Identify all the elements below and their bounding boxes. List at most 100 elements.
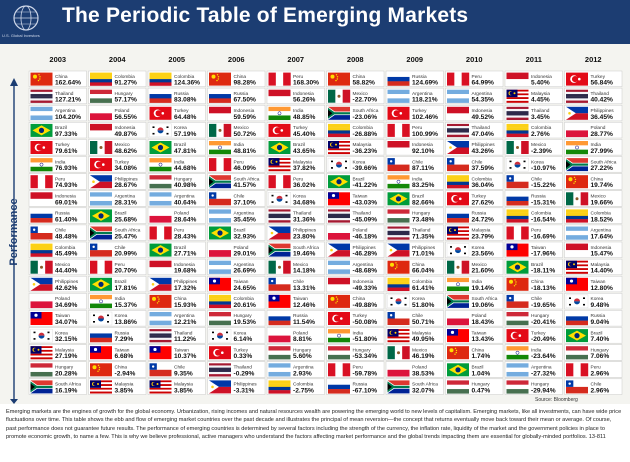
- country-name: Thailand: [293, 211, 312, 217]
- return-value: -39.66%: [353, 165, 378, 172]
- return-value: 4.45%: [531, 97, 550, 104]
- return-value: 100.99%: [412, 131, 438, 138]
- country-name: Mexico: [55, 262, 71, 268]
- return-value: 34.07%: [55, 319, 78, 326]
- country-name: Argentina: [472, 91, 493, 97]
- flag-korea-icon: [387, 294, 410, 309]
- country-name: Chile: [412, 159, 423, 165]
- country-name: China: [591, 176, 604, 182]
- country-name: Mexico: [234, 125, 250, 131]
- country-name: Korea: [293, 194, 306, 200]
- table-cell: Taiwan-43.03%: [326, 190, 385, 207]
- table-cell: Mexico-2.39%: [504, 139, 563, 156]
- return-value: -18.13%: [531, 285, 556, 292]
- performance-axis-label: Performance: [8, 198, 20, 266]
- return-value: 3.45%: [531, 114, 550, 121]
- country-name: Malaysia: [472, 228, 491, 234]
- performance-arrow-up: [10, 78, 18, 86]
- flag-indonesia-icon: [90, 123, 112, 138]
- country-name: Brazil: [353, 176, 365, 182]
- return-value: 28.43%: [174, 234, 197, 241]
- country-name: Brazil: [55, 125, 67, 131]
- return-value: 48.48%: [55, 234, 78, 241]
- flag-poland-icon: [447, 312, 469, 326]
- country-name: India: [55, 159, 66, 165]
- flag-brazil-icon: [90, 277, 112, 291]
- table-cell: Taiwan-17.96%: [504, 241, 563, 258]
- country-name: Chile: [591, 382, 602, 388]
- country-name: Philippines: [353, 245, 377, 251]
- page-title: The Periodic Table of Emerging Markets: [62, 4, 469, 27]
- return-value: 28.67%: [115, 182, 138, 189]
- country-name: Colombia: [412, 279, 433, 285]
- flag-china-icon: [566, 175, 588, 189]
- table-cell: Hungary-29.94%: [504, 378, 563, 395]
- return-value: -48.68%: [353, 268, 378, 275]
- return-value: 48.62%: [115, 148, 138, 155]
- country-name: Malaysia: [174, 382, 193, 388]
- return-value: -15.31%: [531, 199, 556, 206]
- return-value: 57.19%: [174, 131, 197, 138]
- country-name: Brazil: [472, 365, 484, 371]
- country-name: Malaysia: [591, 262, 610, 268]
- return-value: 36.45%: [591, 114, 614, 121]
- flag-hungary-icon: [387, 209, 410, 223]
- country-name: Indonesia: [412, 142, 433, 148]
- return-value: 34.69%: [55, 302, 78, 309]
- flag-colombia-icon: [30, 243, 53, 257]
- country-name: Argentina: [293, 365, 314, 371]
- return-value: 74.93%: [55, 182, 78, 189]
- country-name: India: [412, 176, 423, 182]
- flag-philippines-icon: [90, 175, 112, 189]
- return-value: 24.72%: [472, 216, 495, 223]
- country-name: Peru: [55, 176, 65, 182]
- return-value: -59.78%: [353, 370, 378, 377]
- flag-hungary-icon: [506, 312, 529, 326]
- country-name: Malaysia: [115, 382, 134, 388]
- country-name: Brazil: [174, 142, 186, 148]
- country-name: Thailand: [353, 211, 372, 217]
- flag-indonesia-icon: [209, 106, 231, 120]
- country-name: Korea: [234, 330, 247, 336]
- table-cell: Mexico-22.70%: [326, 87, 385, 105]
- return-value: 57.17%: [115, 97, 138, 104]
- return-value: -46.18%: [353, 234, 378, 241]
- return-value: 44.40%: [55, 268, 78, 275]
- country-name: Philippines: [591, 108, 615, 114]
- flag-malaysia-icon: [268, 158, 291, 172]
- flag-turkey-icon: [566, 72, 588, 86]
- return-value: -49.88%: [353, 302, 378, 309]
- country-name: Taiwan: [531, 245, 546, 251]
- return-value: 49.52%: [472, 114, 495, 121]
- country-name: Turkey: [412, 108, 427, 114]
- return-value: 13.31%: [293, 285, 316, 292]
- flag-russia-icon: [506, 192, 529, 206]
- country-name: Chile: [174, 365, 185, 371]
- return-value: 168.30%: [293, 80, 319, 87]
- country-name: South Africa: [234, 176, 260, 182]
- return-value: 47.81%: [174, 148, 197, 155]
- flag-colombia-icon: [90, 72, 112, 86]
- flag-brazil-icon: [447, 363, 469, 377]
- country-name: Colombia: [531, 125, 552, 131]
- flag-poland-icon: [566, 123, 588, 138]
- country-name: China: [115, 365, 128, 371]
- flag-china-icon: [90, 363, 112, 377]
